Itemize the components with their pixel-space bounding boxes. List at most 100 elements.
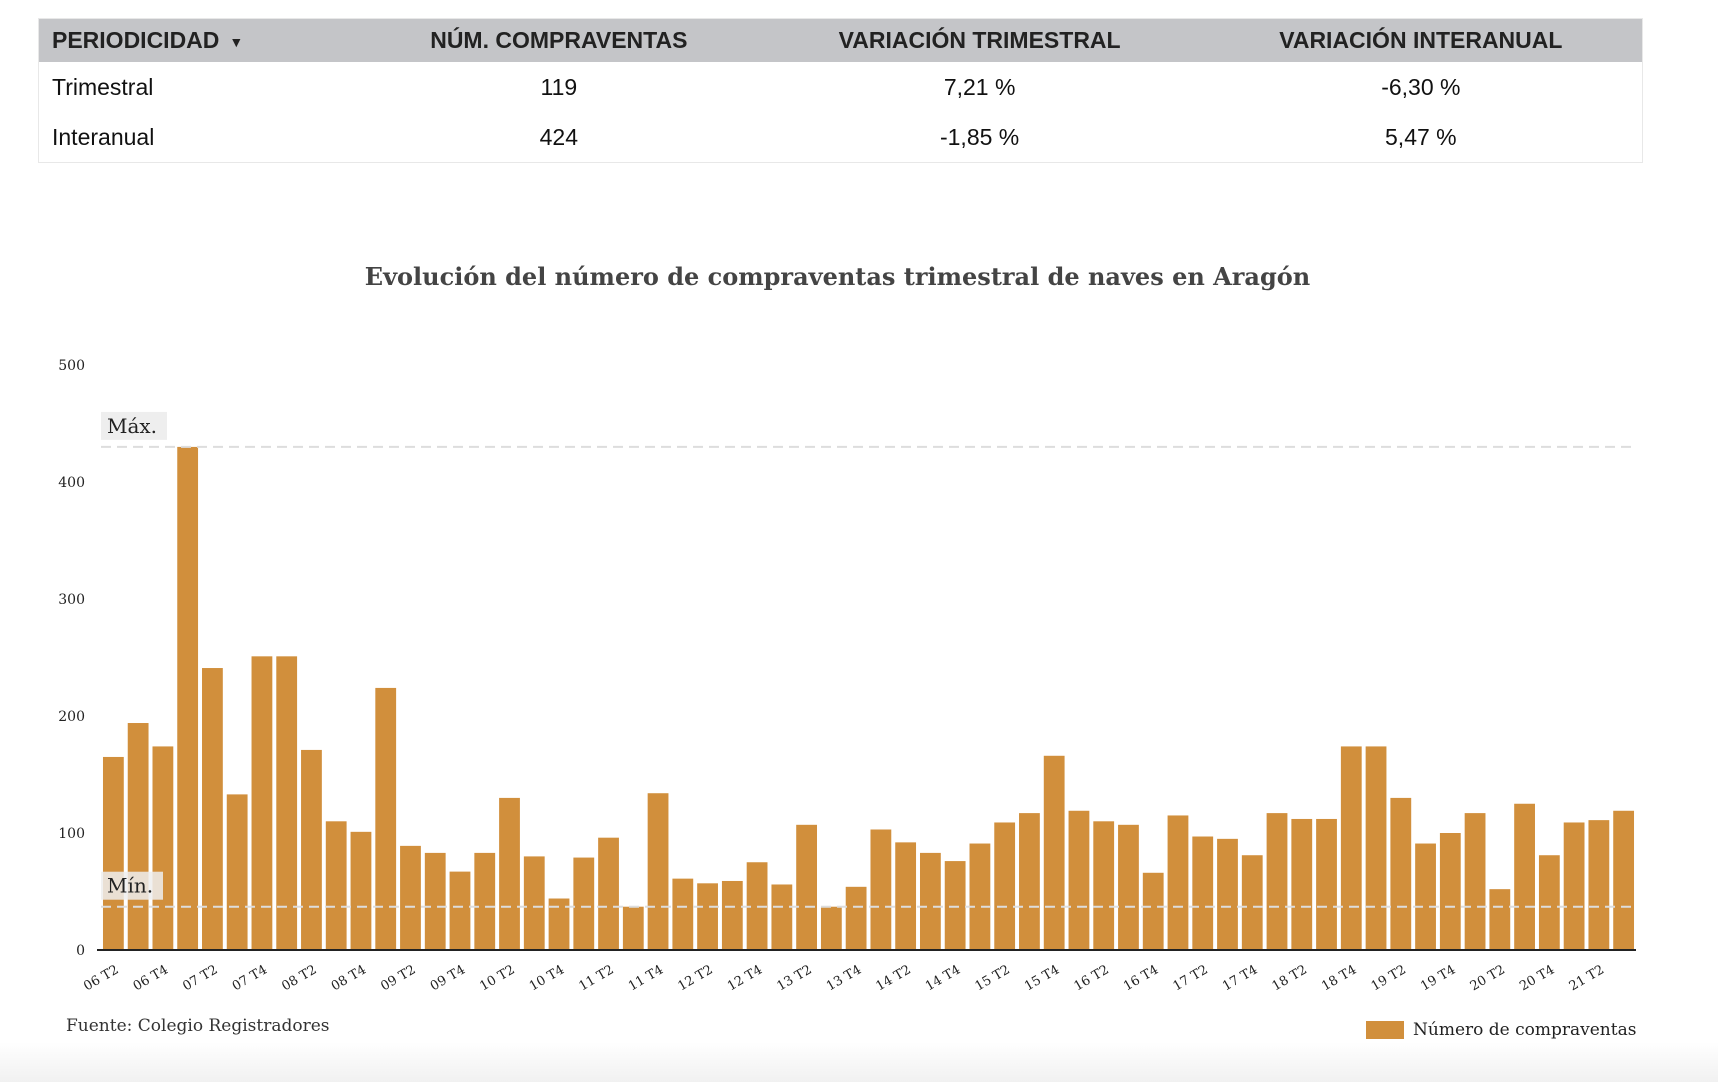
header-num-compraventas: NÚM. COMPRAVENTAS [358,18,760,62]
bar[interactable] [301,749,322,950]
bar[interactable] [1340,746,1362,950]
bar[interactable] [1390,797,1412,950]
y-tick-label: 0 [76,943,85,959]
bar[interactable] [845,886,867,950]
x-tick-label: 07 T2 [180,962,220,994]
x-tick-label: 08 T4 [329,962,369,994]
bar[interactable] [647,793,669,950]
bar[interactable] [375,687,397,950]
bar[interactable] [1291,818,1313,950]
bar[interactable] [1217,838,1238,950]
bar[interactable] [944,861,966,950]
bar[interactable] [796,824,818,950]
x-tick-label: 06 T4 [131,962,171,994]
bar[interactable] [1241,855,1263,950]
x-tick-label: 18 T2 [1270,962,1310,994]
legend-label: Número de compraventas [1413,1020,1637,1040]
bar[interactable] [350,831,372,950]
x-tick-label: 15 T2 [973,962,1013,994]
x-tick-label: 14 T2 [874,962,914,994]
bar[interactable] [449,871,471,950]
x-tick-label: 18 T4 [1319,962,1359,994]
bar[interactable] [1043,755,1065,950]
bottom-fade [0,1042,1718,1082]
x-tick-label: 09 T4 [428,962,468,994]
bar[interactable] [1613,810,1635,950]
bar[interactable] [1563,822,1585,950]
y-tick-label: 200 [58,709,85,725]
chart-title: Evolución del número de compraventas tri… [364,262,1311,291]
min-label: Mín. [107,874,153,898]
x-tick-label: 12 T2 [675,962,715,994]
bar[interactable] [1167,815,1189,950]
header-periodicidad[interactable]: PERIODICIDAD ▼ [38,18,359,62]
bar[interactable] [598,837,619,950]
bar[interactable] [226,794,248,950]
bar[interactable] [771,884,793,950]
bar[interactable] [474,852,496,950]
x-tick-label: 17 T4 [1220,962,1260,994]
bar[interactable] [969,843,991,950]
bar[interactable] [400,845,421,950]
bar[interactable] [1019,813,1040,950]
bar[interactable] [202,668,223,950]
y-tick-label: 400 [58,475,85,491]
x-tick-label: 10 T4 [527,962,567,994]
bar[interactable] [870,829,892,950]
bar[interactable] [499,797,520,950]
cell: 424 [539,123,579,150]
bar[interactable] [820,906,842,950]
bar[interactable] [177,446,199,950]
bar[interactable] [1068,810,1090,950]
cell: 7,21 % [943,73,1016,100]
bar[interactable] [1118,824,1139,950]
x-tick-label: 07 T4 [230,962,270,994]
bar[interactable] [895,842,917,950]
bar[interactable] [573,857,595,950]
cell: 5,47 % [1385,123,1457,150]
bar[interactable] [1142,872,1164,950]
bar[interactable] [1489,889,1511,950]
bar[interactable] [1439,833,1461,950]
bar[interactable] [523,856,545,950]
bar[interactable] [919,852,941,950]
bar[interactable] [1464,813,1486,950]
bar[interactable] [424,852,446,950]
header-variacion-interanual: VARIACIÓN INTERANUAL [1199,18,1643,62]
bar[interactable] [994,822,1016,950]
bar[interactable] [325,821,347,950]
bar[interactable] [1588,820,1610,950]
bar[interactable] [1514,803,1535,950]
bar[interactable] [548,898,570,950]
bar[interactable] [1365,746,1387,950]
cell: Trimestral [52,73,154,100]
x-tick-label: 13 T4 [824,962,864,994]
bar[interactable] [1093,821,1115,950]
x-tick-label: 12 T4 [725,962,765,994]
bar[interactable] [672,878,694,950]
bar[interactable] [276,656,298,950]
x-tick-label: 20 T4 [1517,962,1557,994]
bar[interactable] [127,723,149,950]
bar[interactable] [1316,818,1337,950]
cell: Interanual [52,123,155,150]
x-tick-label: 11 T2 [576,962,616,994]
bar-chart: 0 100 200 300 400 500 06 T2 06 T4 07 T2 07 T4 08 T… [58,358,1636,994]
chart-source: Fuente: Colegio Registradores [66,1016,330,1036]
bar[interactable] [721,880,743,950]
bar[interactable] [622,906,644,950]
bar[interactable] [697,883,718,950]
bar[interactable] [251,656,273,950]
bar[interactable] [1415,843,1436,950]
caret-down-icon[interactable]: ▼ [229,33,244,50]
x-tick-label: 08 T2 [279,962,319,994]
x-tick-label: 16 T2 [1072,962,1112,994]
bar[interactable] [1192,836,1214,950]
x-tick-label: 15 T4 [1022,962,1062,994]
chart-legend[interactable]: Número de compraventas [1366,1020,1636,1040]
bar[interactable] [102,756,124,950]
bar[interactable] [1266,813,1288,950]
bar[interactable] [152,746,174,950]
bar[interactable] [1538,855,1560,950]
x-tick-label: 14 T4 [923,962,963,994]
